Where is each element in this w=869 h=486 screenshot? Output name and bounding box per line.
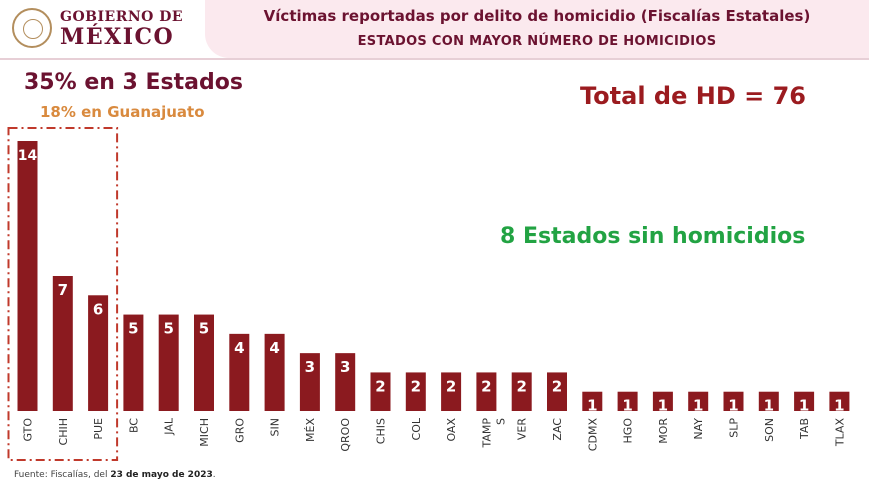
national-seal-icon — [12, 8, 52, 48]
bar-sin — [264, 333, 285, 411]
tick-label: S — [494, 418, 507, 425]
tick-label: GTO — [22, 418, 35, 442]
bar-slp — [723, 391, 744, 411]
data-label: 6 — [93, 300, 103, 318]
bar-tab — [794, 391, 815, 411]
header-title: Víctimas reportadas por delito de homici… — [263, 7, 811, 25]
data-label: 1 — [658, 397, 668, 415]
bar-bc — [123, 314, 144, 411]
source-suffix: . — [212, 470, 216, 480]
tick-label: SLP — [728, 418, 741, 438]
header: GOBIERNO DE MÉXICO Víctimas reportadas p… — [0, 0, 869, 58]
states-without-homicides-note: 8 Estados sin homicidios — [500, 224, 806, 249]
data-label: 5 — [199, 320, 209, 338]
source-prefix: Fuente: Fiscalías, del — [14, 470, 111, 480]
tick-label: TAB — [798, 418, 811, 440]
data-label: 14 — [18, 148, 38, 164]
data-label: 1 — [587, 397, 597, 415]
bar-pue — [88, 295, 109, 411]
tick-label: OAX — [445, 418, 458, 442]
tick-label: NAY — [692, 418, 705, 440]
bar-gto — [17, 141, 38, 411]
total-homicides: Total de HD = 76 — [580, 82, 806, 110]
bar-oax — [441, 372, 462, 411]
tick-label: ZAC — [551, 418, 564, 441]
header-subtitle: ESTADOS CON MAYOR NÚMERO DE HOMICIDIOS — [357, 34, 717, 49]
header-divider — [0, 58, 869, 60]
bar-zac — [547, 372, 567, 411]
bar-méx — [299, 353, 320, 411]
tick-label: QROO — [339, 418, 352, 452]
tick-label: GRO — [233, 418, 246, 443]
data-label: 5 — [128, 320, 138, 338]
data-label: 7 — [58, 281, 68, 299]
bar-cdmx — [582, 391, 603, 411]
bar-tamps — [476, 372, 497, 411]
data-label: 1 — [799, 397, 809, 415]
data-label: 1 — [764, 397, 774, 415]
tick-label: MICH — [198, 418, 211, 447]
bar-jal — [158, 314, 179, 411]
subheadline: 18% en Guanajuato — [40, 103, 205, 121]
data-label: 1 — [834, 397, 844, 415]
logo-text-line2: MÉXICO — [60, 24, 175, 50]
data-label: 3 — [340, 358, 350, 376]
tick-label: CHIH — [57, 418, 70, 445]
tick-label: CHIS — [375, 418, 388, 444]
headline: 35% en 3 Estados — [24, 70, 243, 95]
tick-label: COL — [410, 417, 423, 440]
header-banner — [205, 0, 869, 58]
bar-mich — [194, 314, 214, 411]
tick-label: TLAX — [833, 418, 846, 448]
bar-qroo — [335, 353, 356, 411]
data-label: 1 — [622, 397, 632, 415]
tick-label: CDMX — [586, 418, 599, 452]
tick-label: BC — [127, 418, 140, 433]
highlight-box — [7, 127, 119, 461]
data-label: 5 — [163, 320, 173, 338]
data-label: 3 — [305, 358, 315, 376]
data-label: 4 — [269, 339, 279, 357]
data-label: 2 — [446, 377, 456, 395]
data-label: 2 — [411, 377, 421, 395]
data-label: 1 — [693, 397, 703, 415]
tick-label: VER — [516, 418, 529, 440]
data-label: 4 — [234, 339, 244, 357]
tick-label: MOR — [657, 418, 670, 444]
data-label: 1 — [728, 397, 738, 415]
tick-label: JAL — [163, 417, 176, 436]
bar-col — [405, 372, 426, 411]
bar-mor — [652, 391, 673, 411]
data-label: 2 — [552, 377, 562, 395]
data-label: 2 — [516, 377, 526, 395]
bar-hgo — [617, 391, 638, 411]
tick-label: HGO — [622, 418, 635, 444]
source-date: 23 de mayo de 2023 — [110, 470, 213, 480]
bar-ver — [511, 372, 532, 411]
tick-label: SIN — [269, 418, 282, 436]
tick-label: PUE — [92, 418, 105, 440]
data-label: 2 — [375, 377, 385, 395]
tick-label: SON — [763, 418, 776, 442]
tick-label: TAMP — [480, 418, 493, 449]
bar-chis — [370, 372, 391, 411]
tick-label: MÉX — [304, 418, 317, 442]
bar-tlax — [829, 391, 850, 411]
bar-son — [758, 391, 779, 411]
data-label: 2 — [481, 377, 491, 395]
source-note: Fuente: Fiscalías, del 23 de mayo de 202… — [14, 470, 216, 480]
bar-chih — [52, 276, 73, 411]
logo-text-line1: GOBIERNO DE — [60, 9, 184, 25]
bar-gro — [229, 333, 250, 411]
bar-nay — [688, 391, 709, 411]
gobierno-de-mexico-logo: GOBIERNO DE MÉXICO — [8, 6, 198, 50]
